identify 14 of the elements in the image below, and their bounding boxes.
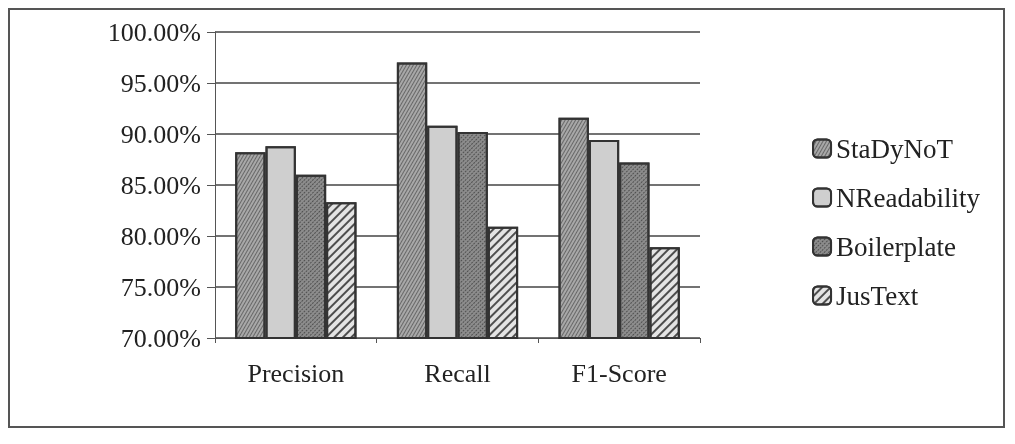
x-tick-label: Recall bbox=[424, 358, 491, 388]
y-tick-label: 85.00% bbox=[120, 170, 201, 200]
y-tick-label: 90.00% bbox=[120, 119, 201, 149]
legend-label: JusText bbox=[836, 280, 919, 311]
y-tick-label: 70.00% bbox=[120, 323, 201, 353]
x-tick-label: Precision bbox=[247, 358, 345, 388]
y-tick-label: 75.00% bbox=[120, 272, 201, 302]
legend-label: Boilerplate bbox=[836, 231, 957, 262]
x-tick-label: F1-Score bbox=[571, 358, 667, 388]
y-tick-label: 95.00% bbox=[120, 68, 201, 98]
y-tick-label: 100.00% bbox=[107, 17, 201, 47]
legend-label: StaDyNoT bbox=[836, 133, 954, 164]
legend-label: NReadability bbox=[836, 182, 981, 213]
y-tick-label: 80.00% bbox=[120, 221, 201, 251]
